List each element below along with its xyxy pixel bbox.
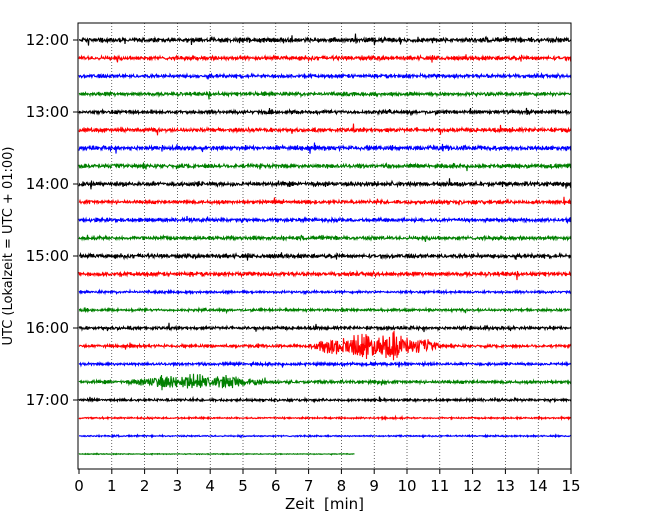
x-tick-label: 9 [369, 477, 379, 495]
seismogram-trace [78, 142, 572, 154]
seismogram-trace [78, 178, 572, 190]
y-axis: 12:00 13:00 14:00 15:00 16:00 17:00 [26, 31, 78, 409]
seismogram-traces [78, 33, 572, 456]
seismogram-trace [78, 395, 572, 404]
x-tick-label: 3 [173, 477, 183, 495]
seismogram-trace [78, 373, 572, 391]
seismogram-trace [79, 33, 572, 46]
seismogram-trace [78, 234, 572, 242]
y-tick-label: 13:00 [26, 103, 69, 121]
seismogram-trace [78, 360, 572, 368]
seismogram-trace [79, 433, 572, 439]
seismogram-trace [78, 54, 572, 63]
x-tick-label: 15 [561, 477, 580, 495]
x-axis: 0 1 2 3 4 5 6 7 8 9 10 11 12 13 14 15 [74, 469, 581, 495]
x-tick-label: 12 [463, 477, 482, 495]
x-tick-label: 8 [337, 477, 347, 495]
seismogram-trace [78, 72, 572, 80]
seismogram-trace [78, 161, 572, 172]
seismogram-trace [78, 288, 572, 296]
x-tick-label: 5 [238, 477, 248, 495]
seismogram-trace [78, 90, 572, 100]
x-tick-label: 6 [271, 477, 281, 495]
x-tick-label: 4 [205, 477, 215, 495]
x-axis-title: Zeit [min] [285, 495, 364, 513]
y-tick-label: 14:00 [26, 175, 69, 193]
x-tick-label: 11 [430, 477, 449, 495]
seismogram-trace [78, 123, 572, 136]
x-tick-label: 2 [140, 477, 150, 495]
seismogram-trace [79, 251, 572, 261]
x-tick-label: 14 [529, 477, 548, 495]
x-tick-label: 7 [304, 477, 314, 495]
x-tick-label: 0 [74, 477, 84, 495]
y-tick-label: 15:00 [26, 247, 69, 265]
x-tick-label: 1 [107, 477, 117, 495]
grid-lines [111, 23, 539, 469]
x-tick-label: 13 [496, 477, 515, 495]
y-tick-label: 16:00 [26, 319, 69, 337]
plot-frame [77, 22, 572, 470]
seismogram-trace [78, 452, 355, 456]
seismogram-trace [78, 414, 572, 422]
seismogram-trace [78, 269, 572, 281]
seismogram-trace [78, 322, 572, 333]
seismogram-trace [78, 107, 572, 117]
seismogram-trace [78, 306, 572, 315]
seismogram-trace [78, 330, 572, 361]
seismogram-trace [78, 215, 572, 225]
x-tick-label: 10 [397, 477, 416, 495]
y-tick-label: 12:00 [26, 31, 69, 49]
y-axis-title: UTC (Lokalzeit = UTC + 01:00) [1, 147, 16, 346]
seismogram-trace [78, 196, 572, 206]
y-tick-label: 17:00 [26, 391, 69, 409]
